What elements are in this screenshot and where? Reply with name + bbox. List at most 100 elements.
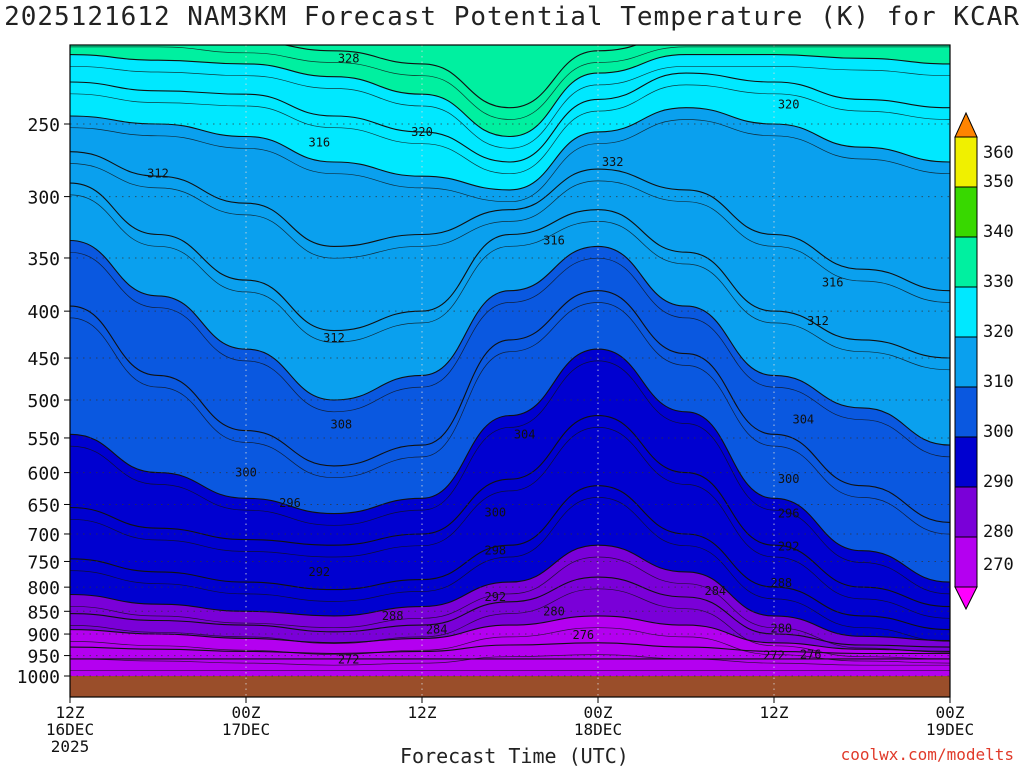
y-tick-label: 450 (27, 349, 60, 370)
colorbar-segment (954, 336, 978, 388)
isotherm-320 (70, 107, 950, 191)
y-tick-label: 500 (27, 391, 60, 412)
contour-label: 316 (308, 136, 330, 150)
x-tick-label: 2025 (51, 737, 90, 756)
contour-label: 316 (822, 275, 844, 289)
colorbar-label: 340 (983, 222, 1014, 242)
x-tick-label: 00Z (936, 703, 965, 722)
isotherm-276 (70, 642, 950, 655)
x-tick-label: 12Z (408, 703, 437, 722)
isotherm-minor-292 (70, 497, 950, 642)
contour-label: 300 (778, 472, 800, 486)
contour-label: 272 (763, 649, 785, 663)
contour-label: 292 (484, 590, 506, 604)
isotherm-324 (70, 72, 950, 163)
isotherm-minor-280 (70, 627, 950, 664)
colorbar-segment (954, 186, 978, 238)
colorbar-label: 300 (983, 422, 1014, 442)
y-tick-label: 950 (27, 647, 60, 668)
x-tick-label: 19DEC (926, 720, 974, 739)
contour-label: 312 (807, 314, 829, 328)
contour-label: 276 (800, 647, 822, 661)
contour-label: 312 (147, 166, 169, 180)
x-axis-title: Forecast Time (UTC) (400, 744, 629, 768)
y-tick-label: 1000 (17, 667, 60, 688)
isotherm-minor-284 (70, 588, 950, 660)
y-tick-label: 300 (27, 188, 60, 209)
contour-label: 312 (323, 331, 345, 345)
contour-label: 332 (602, 155, 624, 169)
isotherm-308 (70, 239, 950, 446)
x-tick-label: 17DEC (222, 720, 270, 739)
isotherm-332 (282, 45, 638, 109)
contour-label: 300 (484, 505, 506, 519)
contour-label: 300 (235, 466, 257, 480)
x-tick-label: 00Z (232, 703, 261, 722)
isotherm-minor-312 (70, 194, 950, 371)
colorbar-label: 350 (983, 172, 1014, 192)
contour-label: 288 (770, 576, 792, 590)
isotherm-328 (70, 54, 950, 138)
colorbar-top-arrow (954, 111, 978, 138)
contour-label: 292 (308, 565, 330, 579)
y-tick-label: 850 (27, 602, 60, 623)
isotherm-minor-320 (70, 119, 950, 203)
band-292 (70, 415, 950, 630)
y-tick-label: 350 (27, 249, 60, 270)
isotherm-minor-276 (70, 654, 950, 666)
plot-frame (69, 44, 951, 698)
colorbar-label: 360 (983, 143, 1014, 163)
contour-label: 296 (778, 507, 800, 521)
colorbar-label: 310 (983, 372, 1014, 392)
contour-label: 272 (338, 653, 360, 667)
ground-surface (70, 676, 950, 697)
contour-label: 316 (543, 234, 565, 248)
isotherm-minor-300 (70, 360, 950, 595)
contour-label: 320 (411, 125, 433, 139)
isotherm-284 (70, 576, 950, 648)
contour-label: 296 (279, 496, 301, 510)
colorbar-label: 330 (983, 272, 1014, 292)
isotherm-minor-332 (70, 46, 950, 120)
y-tick-label: 550 (27, 429, 60, 450)
isotherm-minor-304 (70, 302, 950, 535)
band-272 (70, 642, 950, 659)
contour-label: 292 (778, 539, 800, 553)
x-tick-label: 12Z (56, 703, 85, 722)
isotherm-minor-316 (70, 163, 950, 303)
y-tick-label: 400 (27, 302, 60, 323)
y-tick-label: 600 (27, 464, 60, 485)
band-320 (70, 73, 950, 190)
colorbar-label: 270 (983, 555, 1014, 575)
y-axis: 2503003504004505005506006507007508008509… (17, 115, 70, 688)
x-tick-label: 18DEC (574, 720, 622, 739)
colorbar-label: 320 (983, 322, 1014, 342)
contour-label: 304 (514, 427, 536, 441)
contour-label: 284 (704, 584, 726, 598)
colorbar-bottom-arrow (954, 586, 978, 611)
colorbar-label: 290 (983, 472, 1014, 492)
y-tick-label: 750 (27, 552, 60, 573)
isotherm-300 (70, 348, 950, 583)
isotherm-304 (70, 290, 950, 523)
chart-title: 2025121612 NAM3KM Forecast Potential Tem… (4, 2, 1020, 32)
credit-link[interactable]: coolwx.com/modelts (840, 745, 1014, 764)
colorbar-segment (954, 386, 978, 438)
contour-label: 328 (338, 51, 360, 65)
x-tick-label: 00Z (584, 703, 613, 722)
y-tick-label: 700 (27, 525, 60, 546)
band-308 (70, 183, 950, 446)
colorbar-segment (954, 436, 978, 488)
contour-labels: 328 320 316 312 332 320 316 316 312 312 308 304 304 3… (147, 51, 843, 666)
band-280 (70, 577, 950, 652)
isotherm-minor-324 (70, 84, 950, 175)
contour-label: 280 (770, 621, 792, 635)
contour-label: 288 (382, 609, 404, 623)
band-316 (70, 107, 950, 291)
isotherm-minor-328 (70, 65, 950, 149)
ground-layer (70, 676, 950, 697)
contour-label: 304 (792, 412, 814, 426)
y-tick-label: 900 (27, 625, 60, 646)
